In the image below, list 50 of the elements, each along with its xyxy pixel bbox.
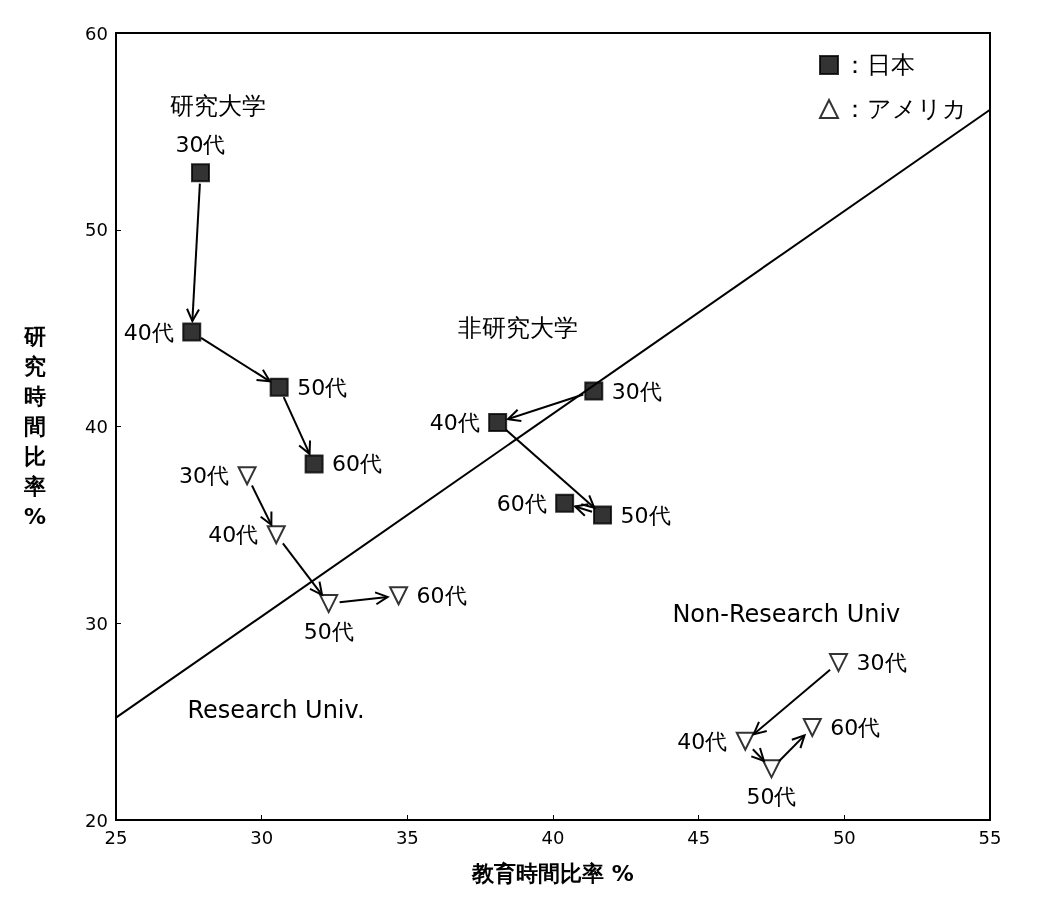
annotation: 30代 <box>611 378 662 404</box>
annotation: 40代 <box>123 319 174 345</box>
annotation: 40代 <box>208 522 259 548</box>
point <box>266 525 286 545</box>
point <box>182 322 202 342</box>
annotation: Non-Research Univ <box>672 599 901 628</box>
annotation: 非研究大学 <box>458 314 579 343</box>
y-tick-label: 30 <box>85 612 108 634</box>
annotation: 40代 <box>429 410 480 436</box>
point <box>555 493 575 513</box>
y-tick-label: 60 <box>85 22 108 44</box>
x-tick-label: 50 <box>832 826 856 848</box>
annotation: 50代 <box>620 502 671 528</box>
point <box>190 163 210 183</box>
x-axis-title: 教育時間比率 % <box>471 860 634 886</box>
annotation: 50代 <box>303 619 354 645</box>
x-tick-label: 55 <box>978 826 1002 848</box>
annotation: 30代 <box>856 650 907 676</box>
annotation: 研究大学 <box>170 92 267 121</box>
point <box>584 381 604 401</box>
annotation: 30代 <box>175 132 226 158</box>
point <box>269 377 289 397</box>
point <box>237 466 257 486</box>
point <box>488 413 508 433</box>
annotation: 60代 <box>830 715 881 741</box>
annotation: Research Univ. <box>187 695 365 724</box>
x-tick-label: 45 <box>687 826 711 848</box>
point <box>829 653 849 673</box>
annotation: 60代 <box>332 451 383 477</box>
x-tick-label: 35 <box>395 826 419 848</box>
point <box>802 718 822 738</box>
y-tick-label: 50 <box>85 219 108 241</box>
annotation: 40代 <box>677 728 728 754</box>
x-tick-label: 30 <box>250 826 274 848</box>
annotation: 60代 <box>496 490 547 516</box>
annotation: 50代 <box>297 374 348 400</box>
annotation: 60代 <box>416 583 467 609</box>
point <box>735 731 755 751</box>
annotation: 30代 <box>179 463 230 489</box>
annotation: 50代 <box>746 784 797 810</box>
y-tick-label: 40 <box>85 416 108 437</box>
point <box>319 594 339 614</box>
legend-label: ：アメリカ <box>843 95 967 123</box>
point <box>593 505 613 525</box>
point <box>389 586 409 606</box>
y-axis-title: 研究時間比率 % <box>23 324 46 529</box>
point <box>762 759 781 779</box>
point <box>304 454 324 474</box>
x-tick-label: 40 <box>541 826 565 848</box>
legend-label: ：日本 <box>843 51 915 79</box>
